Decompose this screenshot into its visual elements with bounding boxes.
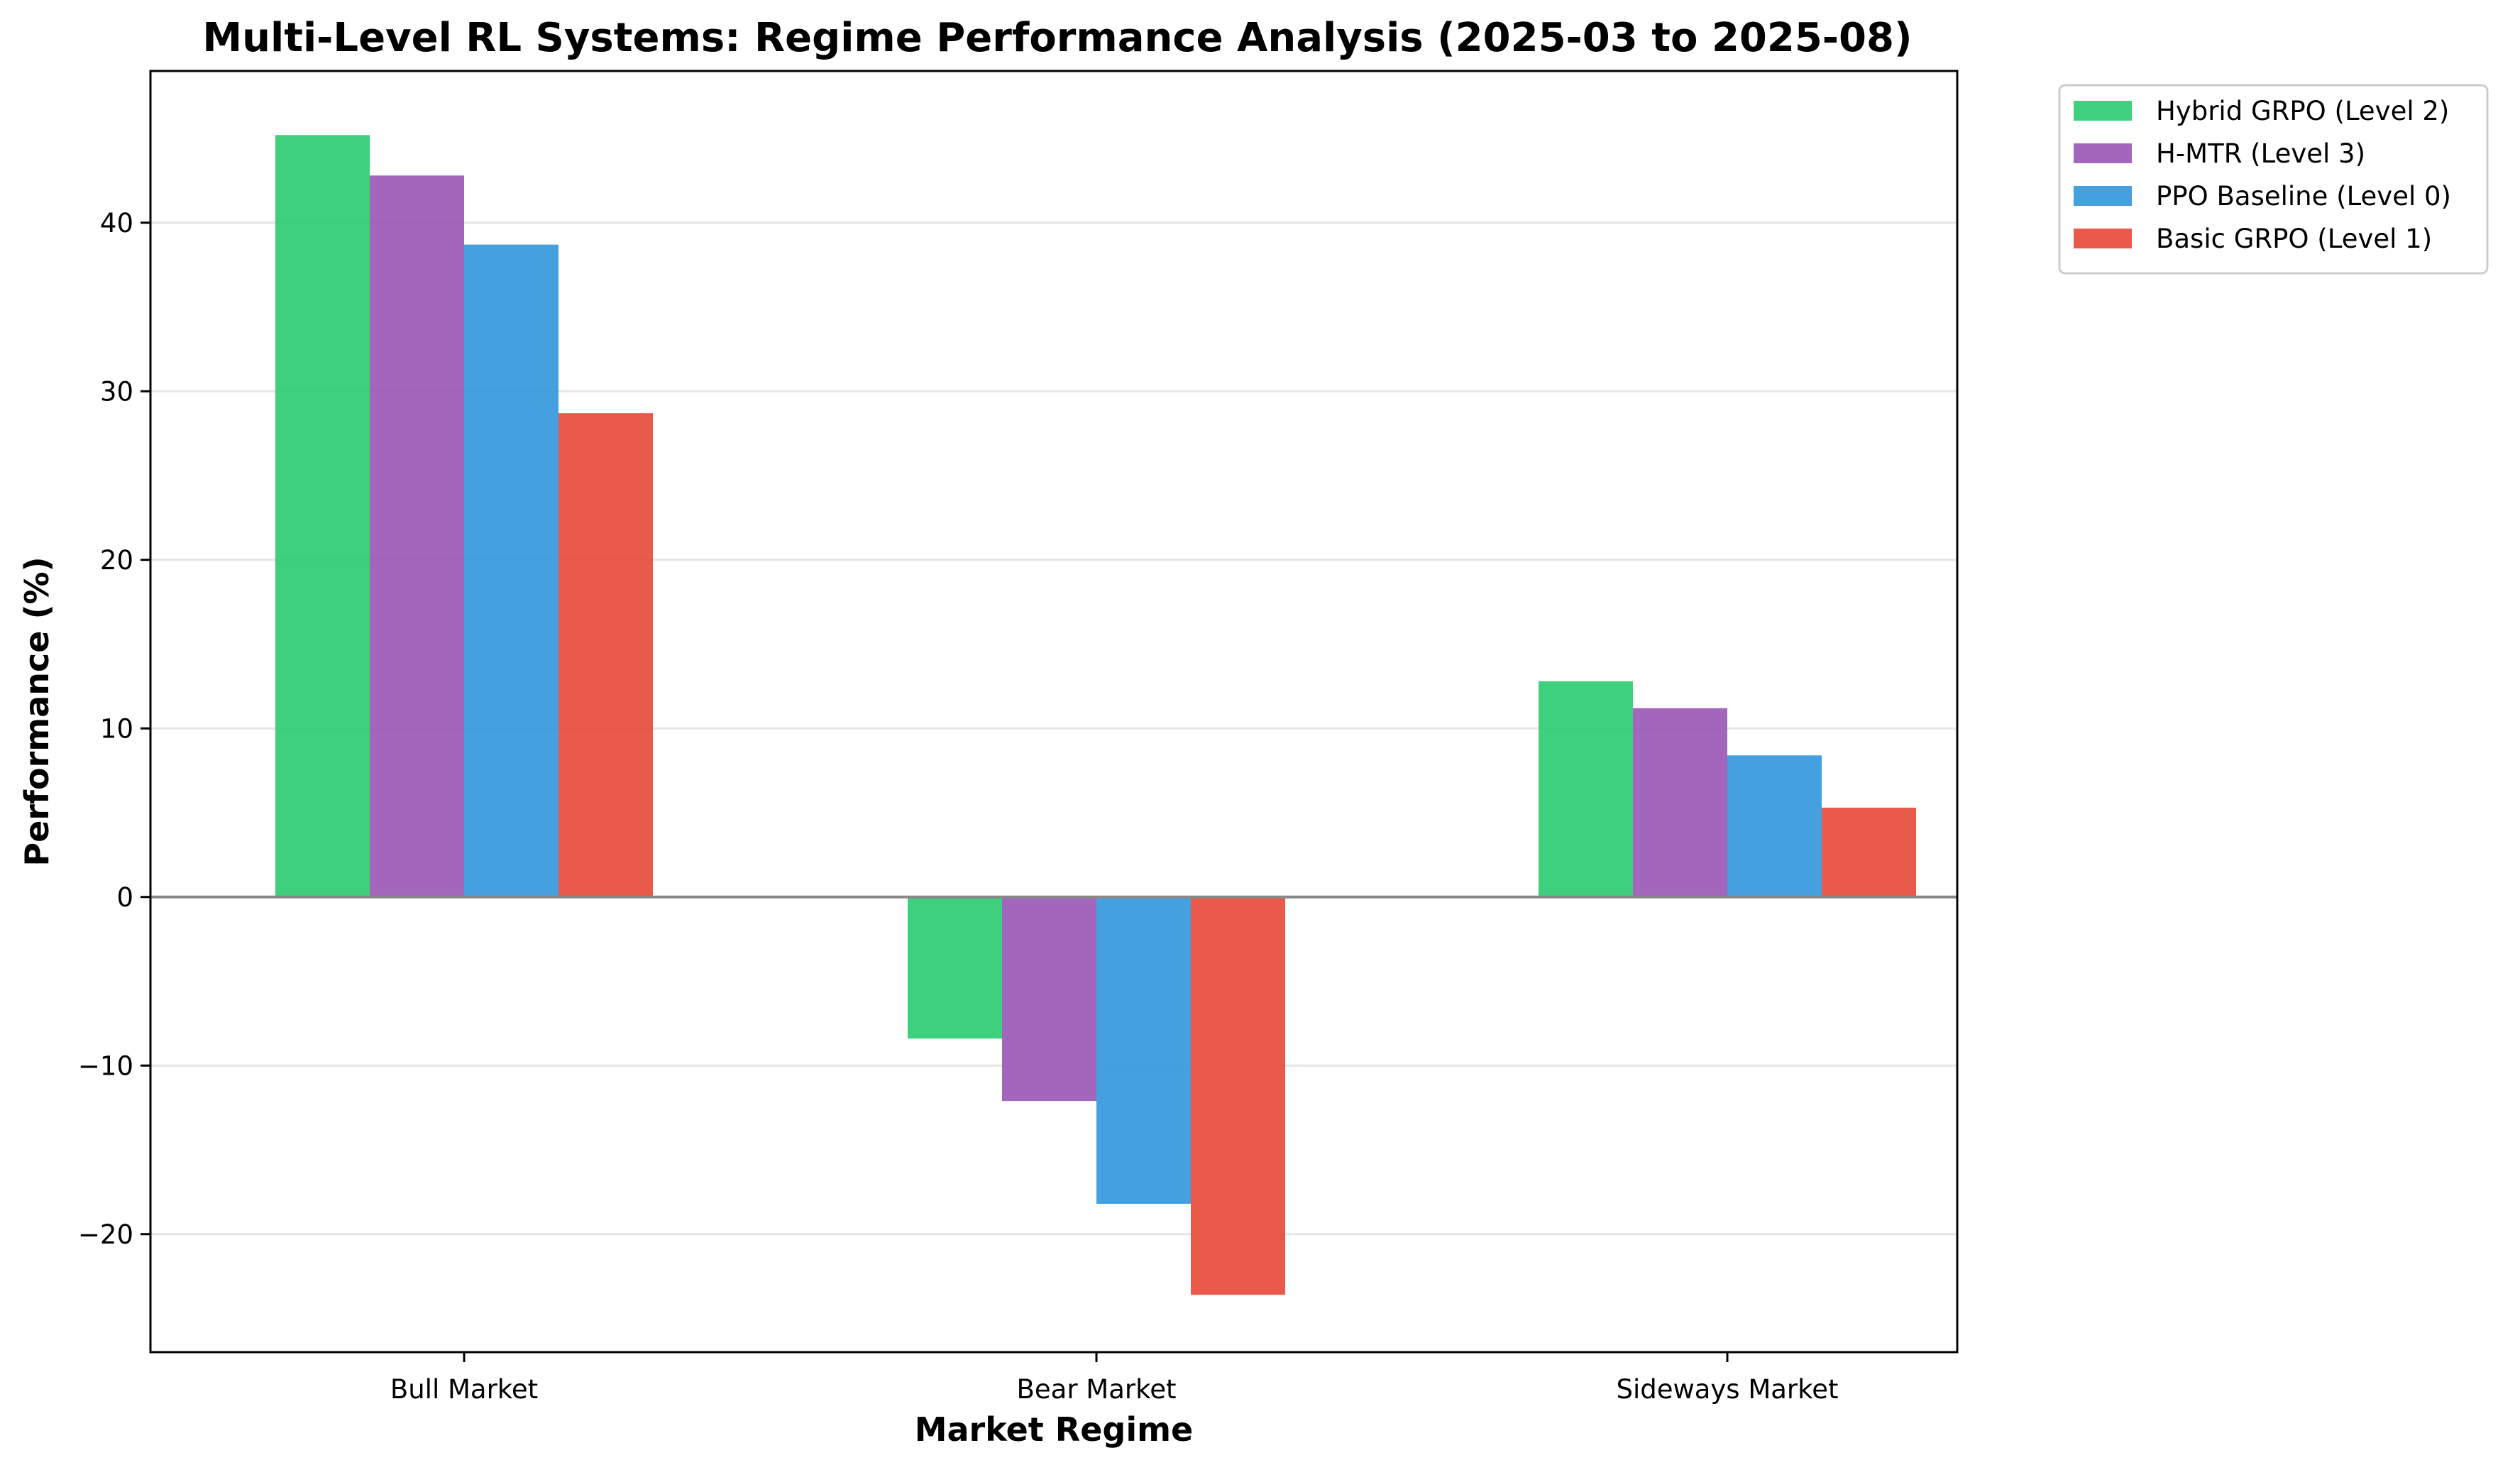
legend-swatch (2074, 143, 2132, 163)
bar (1191, 896, 1285, 1295)
bar (559, 413, 653, 897)
y-tick-label: −20 (78, 1219, 133, 1250)
y-tick-label: 40 (100, 208, 133, 238)
bar (1727, 755, 1822, 897)
bar (1539, 681, 1633, 897)
x-axis: Bull Market Bear Market Sideways Market (390, 1352, 1839, 1405)
bar (908, 896, 1002, 1039)
y-tick-label: 10 (100, 713, 133, 744)
legend-swatch (2074, 186, 2132, 206)
y-tick-label: −10 (78, 1050, 133, 1081)
legend-frame (2058, 84, 2489, 275)
bars (275, 135, 1916, 1295)
legend-entry: Hybrid GRPO (Level 2) (2156, 96, 2449, 126)
x-tick-label: Bull Market (390, 1374, 538, 1405)
y-tick-label: 0 (116, 882, 133, 913)
bar (1096, 896, 1191, 1204)
legend: Hybrid GRPO (Level 2) H-MTR (Level 3) PPO … (2058, 84, 2489, 275)
legend-entry: H-MTR (Level 3) (2156, 138, 2365, 169)
legend-entry: PPO Baseline (Level 0) (2156, 181, 2451, 212)
legend-entry: Basic GRPO (Level 1) (2156, 224, 2432, 254)
chart-title: Multi-Level RL Systems: Regime Performan… (202, 15, 1912, 61)
bar (1822, 807, 1916, 897)
y-axis-title: Performance (%) (18, 556, 56, 866)
y-axis: −20 −10 0 10 20 30 40 (78, 208, 150, 1250)
bar (1633, 708, 1727, 897)
bar (275, 135, 370, 897)
y-tick-label: 20 (100, 545, 133, 576)
legend-swatch (2074, 229, 2132, 248)
x-tick-label: Sideways Market (1616, 1374, 1838, 1405)
y-tick-label: 30 (100, 376, 133, 407)
plot-frame (149, 70, 1959, 1354)
x-tick-label: Bear Market (1017, 1374, 1177, 1405)
bar (370, 175, 464, 897)
bar (464, 244, 559, 897)
legend-swatch (2074, 101, 2132, 121)
bar (1002, 896, 1096, 1102)
x-axis-title: Market Regime (915, 1410, 1194, 1449)
